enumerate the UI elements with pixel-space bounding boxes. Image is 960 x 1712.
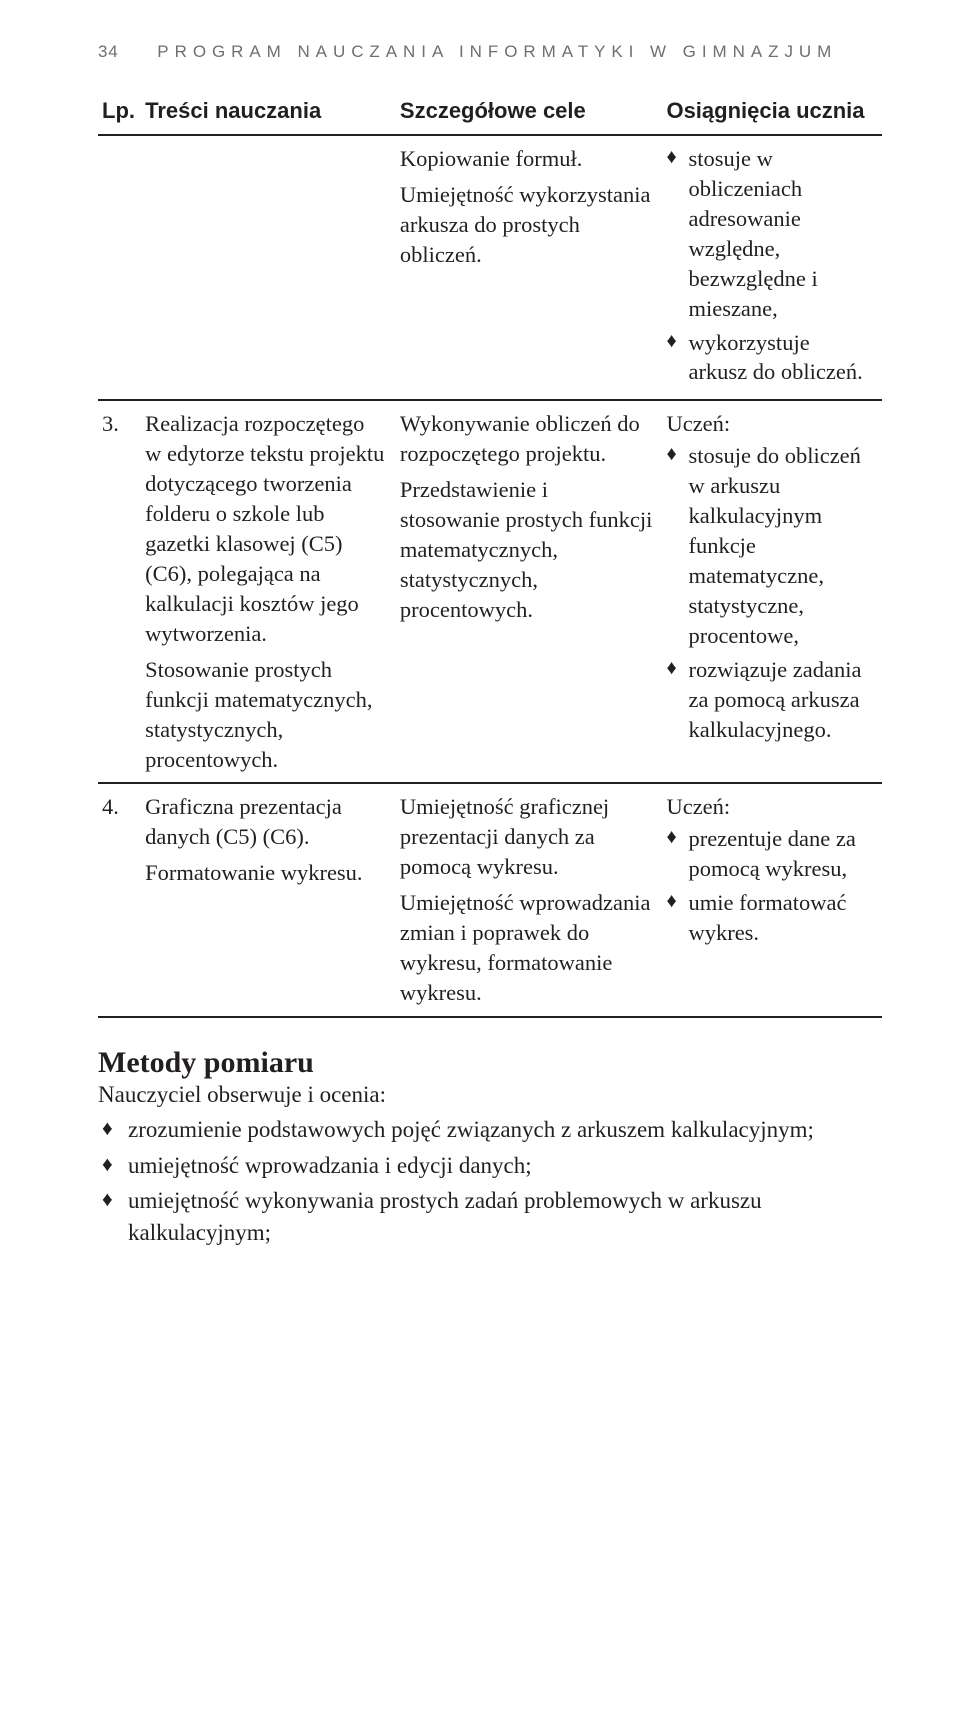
cell-osiagniecia: Uczeń: stosuje do obliczeń w arkuszu kal… — [662, 400, 882, 783]
cell-cele: Wykonywanie obliczeń do rozpoczętego pro… — [396, 400, 663, 783]
list-item: prezentuje dane za pomocą wykresu, — [666, 824, 872, 884]
list-item: umiejętność wprowadzania i edycji danych… — [98, 1150, 882, 1182]
list-item: rozwiązuje zadania za pomocą arkusza kal… — [666, 655, 872, 745]
tresci-text: Graficzna prezentacja danych (C5) (C6). — [145, 792, 386, 852]
list-item: zrozumienie podstawowych pojęć związanyc… — [98, 1114, 882, 1146]
achievement-list: stosuje do obliczeń w arkuszu kalkulacyj… — [666, 441, 872, 744]
table-row: 3. Realizacja rozpoczętego w edytorze te… — [98, 400, 882, 783]
col-osiagniecia: Osiągnięcia ucznia — [662, 90, 882, 135]
cell-tresci: Realizacja rozpoczętego w edytorze tekst… — [141, 400, 396, 783]
cell-osiagniecia: stosuje w obliczeniach adresowanie wzglę… — [662, 135, 882, 400]
cele-text: Umiejętność wprowadzania zmian i poprawe… — [400, 888, 653, 1008]
list-item: stosuje w obliczeniach adresowanie wzglę… — [666, 144, 872, 324]
section-heading: Metody pomiaru — [98, 1046, 882, 1080]
list-item: umie formatować wykres. — [666, 888, 872, 948]
cell-tresci — [141, 135, 396, 400]
table-header-row: Lp. Treści nauczania Szczegółowe cele Os… — [98, 90, 882, 135]
cell-cele: Kopiowanie formuł. Umiejętność wykorzyst… — [396, 135, 663, 400]
tresci-text: Formatowanie wykresu. — [145, 858, 386, 888]
cele-text: Kopiowanie formuł. — [400, 144, 653, 174]
cele-text: Umiejętność wykorzystania arkusza do pro… — [400, 180, 653, 270]
achievement-lead: Uczeń: — [666, 792, 872, 822]
table-row: Kopiowanie formuł. Umiejętność wykorzyst… — [98, 135, 882, 400]
curriculum-table: Lp. Treści nauczania Szczegółowe cele Os… — [98, 90, 882, 1018]
achievement-lead: Uczeń: — [666, 409, 872, 439]
col-tresci: Treści nauczania — [141, 90, 396, 135]
tresci-text: Stosowanie prostych funkcji matematyczny… — [145, 655, 386, 775]
cele-text: Wykonywanie obliczeń do rozpoczętego pro… — [400, 409, 653, 469]
measurement-list: zrozumienie podstawowych pojęć związanyc… — [98, 1114, 882, 1249]
cell-tresci: Graficzna prezentacja danych (C5) (C6). … — [141, 783, 396, 1016]
col-cele: Szczegółowe cele — [396, 90, 663, 135]
list-item: stosuje do obliczeń w arkuszu kalkulacyj… — [666, 441, 872, 650]
list-item: umiejętność wykonywania prostych zadań p… — [98, 1185, 882, 1248]
cele-text: Umiejętność graficznej prezentacji danyc… — [400, 792, 653, 882]
cell-lp: 3. — [98, 400, 141, 783]
cell-lp: 4. — [98, 783, 141, 1016]
table-row: 4. Graficzna prezentacja danych (C5) (C6… — [98, 783, 882, 1016]
tresci-text: Realizacja rozpoczętego w edytorze tekst… — [145, 409, 386, 648]
achievement-list: stosuje w obliczeniach adresowanie wzglę… — [666, 144, 872, 387]
page-number: 34 — [98, 42, 119, 61]
running-header: 34 Program nauczania informatyki w gimna… — [98, 42, 882, 62]
running-title: Program nauczania informatyki w gimnazju… — [157, 42, 837, 61]
achievement-list: prezentuje dane za pomocą wykresu, umie … — [666, 824, 872, 948]
cell-osiagniecia: Uczeń: prezentuje dane za pomocą wykresu… — [662, 783, 882, 1016]
page: 34 Program nauczania informatyki w gimna… — [0, 0, 960, 1712]
section-subtitle: Nauczyciel obserwuje i ocenia: — [98, 1082, 882, 1108]
list-item: wykorzystuje arkusz do obliczeń. — [666, 328, 872, 388]
cell-cele: Umiejętność graficznej prezentacji danyc… — [396, 783, 663, 1016]
cell-lp — [98, 135, 141, 400]
col-lp: Lp. — [98, 90, 141, 135]
cele-text: Przedstawienie i stosowanie prostych fun… — [400, 475, 653, 625]
table-bottom-rule — [98, 1017, 882, 1018]
